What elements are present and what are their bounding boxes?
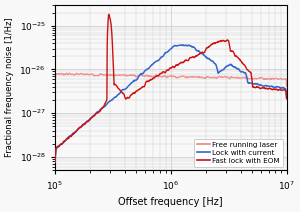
Legend: Free running laser, Lock with current, Fast lock with EOM: Free running laser, Lock with current, F… [194,139,283,167]
X-axis label: Offset frequency [Hz]: Offset frequency [Hz] [118,197,223,207]
Y-axis label: Fractional frequency noise [1/Hz]: Fractional frequency noise [1/Hz] [5,18,14,157]
